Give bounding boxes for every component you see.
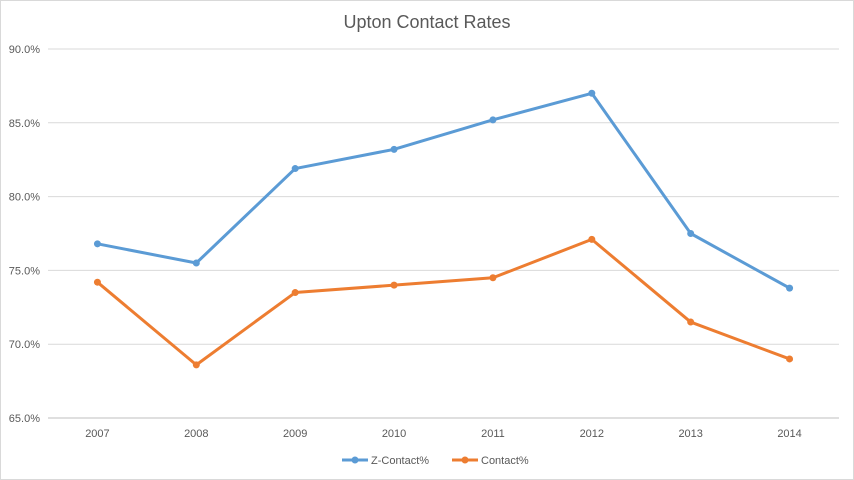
x-tick-label: 2014 bbox=[777, 428, 801, 440]
legend-label: Z-Contact% bbox=[371, 455, 429, 467]
data-point bbox=[93, 240, 101, 248]
x-tick-label: 2011 bbox=[481, 428, 505, 440]
data-point bbox=[588, 89, 596, 97]
y-axis-ticks: 65.0% 70.0% 75.0% 80.0% 85.0% 90.0% bbox=[9, 44, 40, 425]
y-tick-label: 90.0% bbox=[9, 44, 40, 56]
x-axis-ticks: 2007 2008 2009 2010 2011 2012 2013 2014 bbox=[85, 428, 802, 440]
data-point bbox=[192, 259, 200, 267]
y-tick-label: 65.0% bbox=[9, 413, 40, 425]
x-tick-label: 2008 bbox=[184, 428, 208, 440]
y-tick-label: 85.0% bbox=[9, 118, 40, 130]
data-point bbox=[291, 165, 299, 173]
data-point bbox=[192, 361, 200, 369]
legend-item-2[interactable]: Contact% bbox=[452, 455, 529, 467]
series-line-1 bbox=[95, 91, 792, 290]
legend-label: Contact% bbox=[481, 455, 529, 467]
series-line-2 bbox=[95, 237, 792, 367]
data-point bbox=[291, 289, 299, 297]
data-point bbox=[390, 145, 398, 153]
x-tick-label: 2010 bbox=[382, 428, 406, 440]
x-tick-label: 2012 bbox=[580, 428, 604, 440]
data-point bbox=[588, 235, 596, 243]
legend[interactable]: Z-Contact% Contact% bbox=[342, 455, 529, 467]
data-point bbox=[489, 274, 497, 282]
series-lines bbox=[93, 89, 794, 369]
x-tick-label: 2013 bbox=[678, 428, 702, 440]
data-point bbox=[687, 318, 695, 326]
data-point bbox=[687, 230, 695, 237]
y-tick-label: 75.0% bbox=[9, 265, 40, 277]
x-tick-label: 2007 bbox=[85, 428, 109, 440]
chart-title: Upton Contact Rates bbox=[343, 12, 510, 32]
data-point bbox=[489, 116, 497, 124]
x-tick-label: 2009 bbox=[283, 428, 307, 440]
legend-item-1[interactable]: Z-Contact% bbox=[342, 455, 429, 467]
y-tick-label: 80.0% bbox=[9, 192, 40, 204]
y-tick-label: 70.0% bbox=[9, 339, 40, 351]
data-point bbox=[786, 284, 794, 292]
data-point bbox=[786, 355, 794, 363]
legend-marker bbox=[351, 456, 359, 464]
data-point bbox=[390, 281, 398, 289]
legend-marker bbox=[461, 456, 469, 464]
data-point bbox=[93, 278, 101, 286]
gridlines bbox=[48, 48, 839, 419]
